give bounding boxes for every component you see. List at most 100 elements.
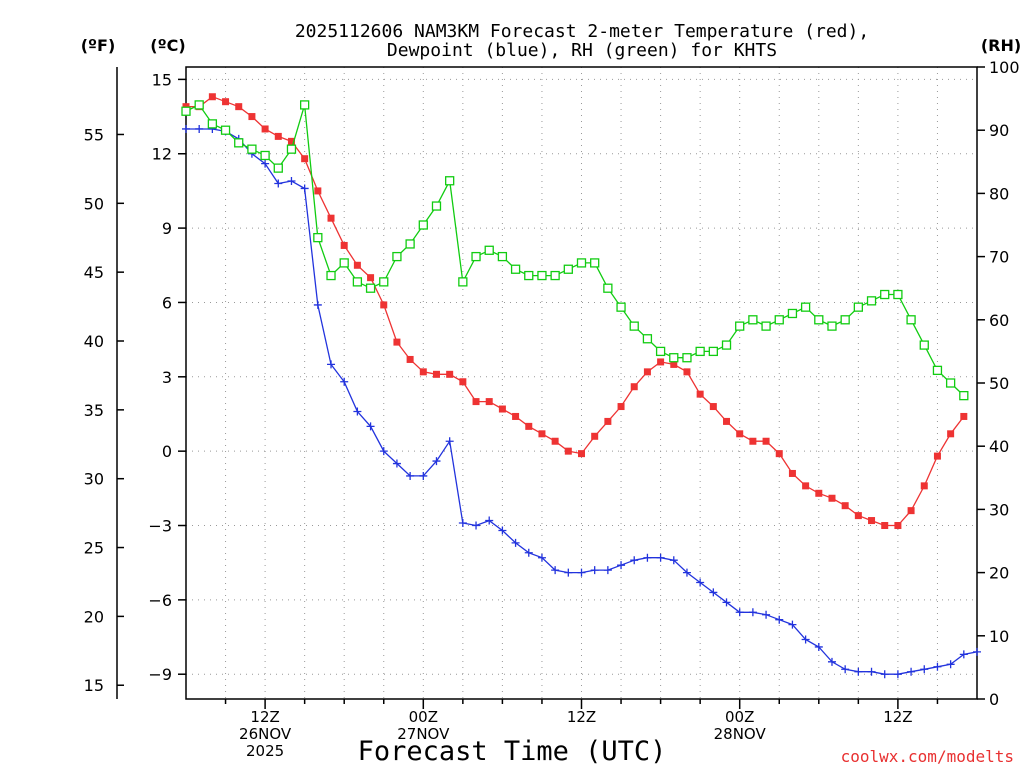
temperature-point (419, 368, 427, 376)
rh-tick-label: 20 (989, 564, 1009, 583)
dewpoint-point (920, 665, 929, 674)
dewpoint-point (406, 471, 415, 480)
rh-point (365, 283, 376, 293)
rh-point (326, 270, 336, 281)
dewpoint-point (788, 620, 797, 629)
rh-point (866, 296, 877, 306)
celsius-tick-label: 15 (152, 70, 172, 89)
temperature-point (894, 522, 902, 530)
dewpoint-point (261, 159, 270, 168)
temperature-point (208, 93, 216, 101)
dewpoint-point (735, 608, 744, 617)
dewpoint-point (551, 566, 560, 575)
temperature-point (854, 512, 862, 520)
rh-point (800, 302, 811, 312)
dewpoint-point (656, 553, 665, 562)
temperature-point (327, 214, 335, 222)
rh-point (260, 150, 270, 161)
rh-tick-label: 60 (989, 311, 1009, 330)
temperature-point (261, 125, 269, 133)
dewpoint-point (445, 437, 454, 446)
celsius-tick-label: 12 (152, 145, 172, 164)
dewpoint-point (300, 184, 309, 193)
dewpoint-point (590, 566, 599, 575)
dewpoint-point (485, 516, 494, 525)
rh-unit-label: (RH) (981, 36, 1021, 55)
dewpoint-point (827, 657, 836, 666)
x-tick-label: 00Z (409, 708, 438, 726)
rh-point (194, 100, 204, 110)
rh-point (181, 106, 191, 116)
rh-point (563, 264, 573, 274)
celsius-unit-label: (ºC) (150, 36, 185, 55)
temperature-point (353, 261, 361, 269)
dewpoint-point (959, 650, 968, 659)
dewpoint-point (880, 670, 889, 679)
rh-point (880, 289, 890, 300)
temperature-point (485, 398, 493, 406)
dewpoint-point (801, 635, 810, 644)
rh-tick-label: 30 (989, 500, 1009, 519)
temperature-point (802, 482, 810, 490)
rh-point (510, 264, 521, 274)
rh-point (352, 277, 363, 287)
rh-point (919, 340, 929, 350)
fahrenheit-tick-label: 50 (84, 194, 104, 213)
temperature-point (709, 403, 717, 411)
dewpoint-point (946, 660, 955, 669)
temperature-point (301, 155, 309, 163)
dewpoint-point (366, 422, 375, 431)
axes-layer: 15129630−3−6−955504540353025201510090807… (84, 58, 1020, 760)
temperature-point (775, 450, 783, 458)
dewpoint-point (973, 647, 981, 656)
rh-point (497, 251, 508, 262)
rh-point (735, 321, 745, 331)
rh-point (299, 100, 310, 110)
rh-point (682, 353, 692, 363)
temperature-point (248, 113, 256, 121)
temperature-point (933, 452, 941, 460)
temperature-point (841, 502, 849, 510)
dewpoint-point (419, 471, 428, 480)
temperature-point (736, 430, 744, 438)
celsius-tick-label: −6 (148, 591, 172, 610)
celsius-tick-label: 6 (162, 293, 172, 312)
dewpoint-point (643, 553, 652, 562)
rh-point (695, 346, 705, 357)
dewpoint-point (867, 667, 876, 676)
temperature-point (617, 403, 625, 411)
dewpoint-point (893, 670, 902, 679)
temperature-point (498, 405, 506, 413)
temperature-point (459, 378, 467, 386)
x-tick-label: 12Z (250, 708, 279, 726)
rh-point (827, 321, 837, 331)
rh-tick-label: 90 (989, 121, 1009, 140)
x-axis-label: Forecast Time (UTC) (358, 736, 667, 767)
temperature-point (683, 368, 691, 376)
rh-tick-label: 0 (989, 690, 999, 709)
temperature-point (670, 360, 678, 368)
temperature-point (446, 370, 454, 378)
dewpoint-point (524, 548, 533, 557)
dewpoint-point (327, 360, 336, 369)
temperature-point (788, 469, 796, 477)
rh-point (787, 308, 798, 319)
dewpoint-point (854, 667, 863, 676)
temperature-point (868, 517, 876, 525)
x-tick-label: 26NOV (239, 725, 292, 743)
rh-point (708, 346, 718, 357)
rh-point (761, 321, 771, 331)
x-tick-label: 00Z (725, 708, 754, 726)
dewpoint-point (340, 377, 349, 386)
rh-tick-label: 100 (989, 58, 1020, 77)
rh-point (748, 315, 758, 325)
temperature-point (591, 432, 599, 440)
rh-point (616, 302, 626, 312)
rh-point (629, 321, 639, 331)
temperature-point (538, 430, 546, 438)
rh-point (524, 270, 534, 281)
temperature-point (723, 417, 731, 425)
temperature-point (920, 482, 928, 490)
fahrenheit-tick-label: 45 (84, 263, 104, 282)
temperature-point (604, 417, 612, 425)
